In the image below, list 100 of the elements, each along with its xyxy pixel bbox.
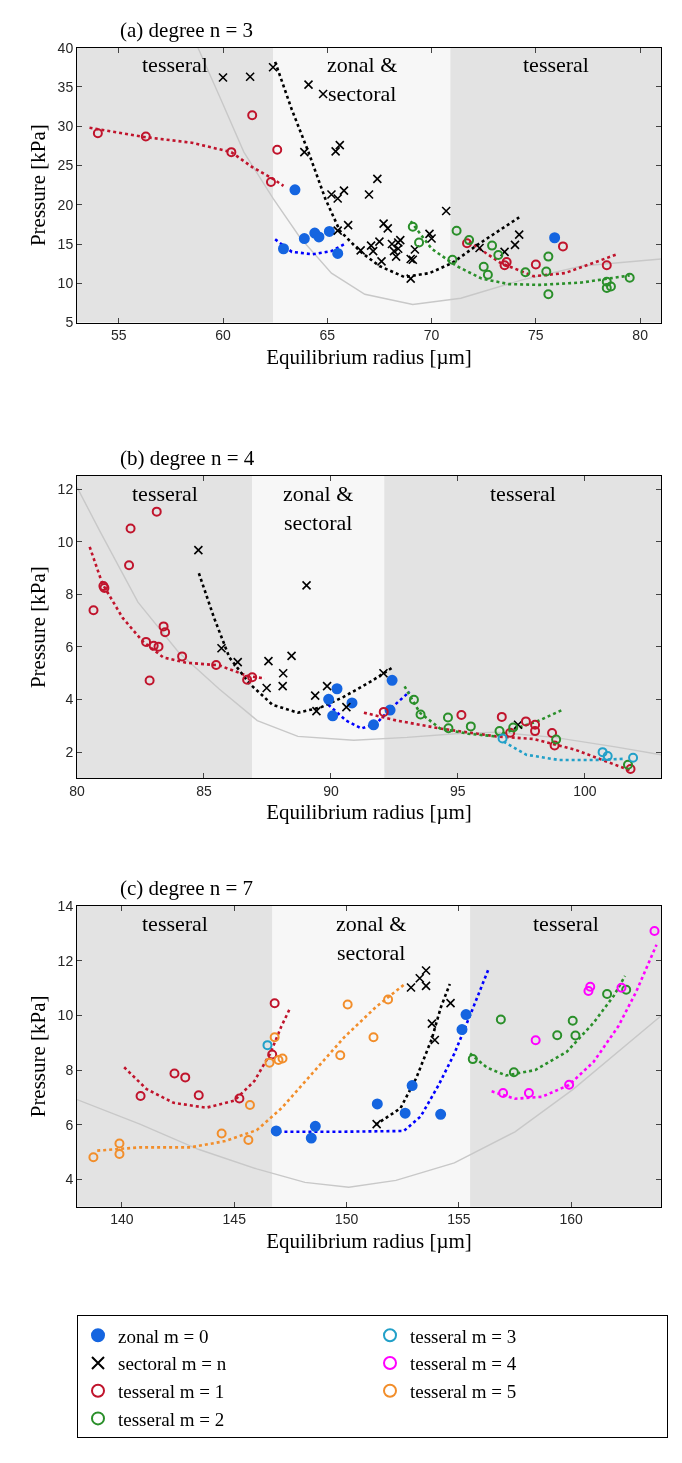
point [232,657,243,667]
point [391,251,401,262]
point [125,523,136,534]
point [499,247,510,257]
point [124,560,135,571]
point [543,251,554,262]
point [421,981,431,991]
point [305,1132,317,1144]
point [467,1054,478,1065]
point [193,1090,204,1101]
band-label: tesseral [142,911,208,936]
y-tick-label: 14 [57,897,74,914]
point [497,733,508,744]
y-tick-label: 10 [57,533,74,550]
point [372,174,383,184]
point [496,711,507,722]
point [495,1014,506,1025]
point [405,273,416,284]
point [141,636,152,647]
point [625,764,636,774]
point [332,193,343,204]
point [447,254,458,265]
point [530,719,541,730]
x-tick-label: 80 [69,783,85,800]
point [649,925,660,936]
point [322,681,332,691]
point [278,668,288,679]
point [564,1079,575,1090]
point [242,674,253,685]
point [277,1053,288,1064]
point [270,1125,282,1137]
point [427,1018,437,1029]
point [460,1009,472,1021]
point [332,225,343,236]
point [114,1138,125,1149]
point [247,672,258,683]
point [414,973,425,983]
point [368,1032,379,1043]
point [264,1057,275,1068]
point [355,245,366,256]
point [399,1107,411,1119]
line-series [490,943,658,1101]
legend-label: sectoral m = n [118,1353,227,1375]
point [177,651,188,662]
y-tick-label: 30 [57,118,74,135]
point [378,218,389,229]
line-series [468,974,627,1077]
legend-label: tesseral m = 5 [410,1381,517,1403]
point [601,260,612,271]
y-tick-label: 12 [57,952,74,969]
point [368,246,378,256]
legend-label: tesseral m = 1 [118,1381,225,1403]
y-tick-label: 4 [65,1171,74,1188]
point [543,289,554,300]
y-tick-label: 8 [65,1061,74,1078]
point [331,683,343,695]
point [520,267,531,278]
point [406,982,416,993]
line-series [197,571,394,714]
point [493,250,504,261]
point [482,269,493,280]
point [602,751,613,762]
y-tick-label: 10 [57,1007,74,1024]
point [441,206,451,216]
point [451,225,462,236]
legend-label: tesseral m = 4 [410,1353,517,1375]
point [263,656,274,666]
point [341,702,352,712]
x-tick-label: 80 [632,327,649,344]
point [628,752,639,763]
y-tick-label: 15 [57,235,74,252]
point [311,706,322,716]
point [514,229,524,240]
point [277,681,288,691]
point [513,720,523,730]
x-axis-title: Equilibrium radius [µm] [266,344,472,369]
point [303,79,314,90]
y-tick-label: 6 [65,638,74,655]
point [92,128,103,139]
point [216,643,227,654]
point [530,726,541,737]
point [330,146,341,157]
point [313,231,325,243]
point [622,759,633,770]
band-label: zonal & sectoral [327,52,398,106]
point [530,1035,541,1046]
point [335,1050,346,1061]
point [339,185,349,196]
line-series [273,60,521,279]
point [465,721,476,732]
point [371,1098,383,1110]
point [421,965,431,976]
band-label: tesseral [490,481,556,506]
point [424,229,435,239]
point [510,240,520,250]
line-series [122,1008,291,1110]
point [393,243,403,254]
point [557,241,568,252]
x-tick-label: 155 [447,1211,471,1228]
point [272,144,283,155]
